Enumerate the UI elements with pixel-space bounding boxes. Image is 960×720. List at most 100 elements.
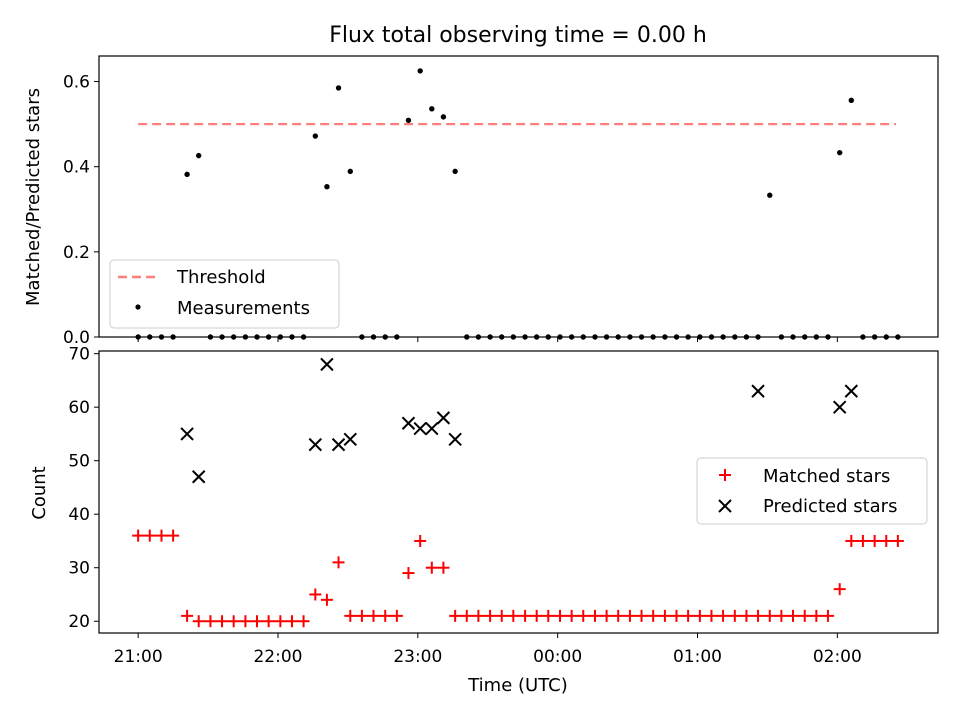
matched-star-point (390, 609, 403, 622)
matched-star-point (355, 609, 368, 622)
matched-star-point (320, 593, 333, 606)
legend-measurements-swatch (135, 304, 141, 310)
top-y-tick-label: 0.4 (63, 158, 90, 178)
bottom-x-axis-label: Time (UTC) (467, 675, 568, 696)
matched-star-point (344, 609, 357, 622)
predicted-star-point (401, 416, 416, 430)
predicted-star-point (308, 437, 323, 452)
legend-threshold-label: Threshold (176, 267, 266, 288)
matched-star-point (332, 556, 345, 569)
bottom-x-tick-label: 02:00 (813, 647, 862, 667)
legend-predicted-label: Predicted stars (763, 496, 897, 517)
bottom-legend-box (696, 457, 928, 525)
matched-star-point (204, 615, 217, 628)
matched-star-point (705, 609, 718, 622)
matched-star-point (798, 609, 811, 622)
matched-star-point (775, 609, 788, 622)
matched-star-point (810, 609, 823, 622)
predicted-star-point (343, 432, 357, 446)
bottom-y-tick-label: 70 (68, 345, 90, 365)
matched-star-point (402, 567, 415, 580)
matched-star-point (297, 615, 310, 628)
matched-star-point (740, 609, 753, 622)
legend-predicted-swatch (718, 499, 732, 513)
predicted-star-point (413, 421, 427, 436)
matched-star-point (682, 609, 695, 622)
matched-star-point (274, 615, 287, 628)
predicted-star-point (425, 421, 439, 436)
matched-star-point (192, 615, 205, 628)
matched-star-point (833, 583, 846, 596)
matched-star-point (472, 609, 485, 622)
predicted-star-point (320, 357, 334, 372)
matched-star-point (693, 609, 706, 622)
matched-star-point (414, 534, 427, 547)
matched-star-point (635, 609, 648, 622)
bottom-x-tick-label: 01:00 (673, 647, 722, 667)
predicted-star-point (191, 470, 206, 484)
predicted-star-point (751, 384, 765, 398)
matched-star-point (670, 609, 683, 622)
top-axes-frame (98, 55, 939, 338)
matched-star-point (239, 615, 252, 628)
bottom-y-tick-label: 30 (68, 559, 90, 579)
bottom-y-tick-label: 60 (68, 398, 90, 418)
matched-star-point (845, 534, 858, 547)
matched-star-point (425, 561, 438, 574)
matched-star-point (460, 609, 473, 622)
matched-star-point (519, 609, 532, 622)
top-y-tick-label: 0.2 (63, 243, 90, 263)
matched-star-point (612, 609, 625, 622)
matched-star-point (600, 609, 613, 622)
matched-star-point (786, 609, 799, 622)
legend-measurements-label: Measurements (177, 298, 310, 319)
bottom-y-tick-label: 50 (68, 452, 90, 472)
predicted-star-point (448, 432, 462, 446)
bottom-x-tick-label: 22:00 (253, 647, 302, 667)
predicted-star-point (180, 427, 194, 441)
measurement-point (324, 184, 330, 190)
matched-star-point (647, 609, 660, 622)
measurement-point (429, 106, 435, 112)
bottom-x-tick-label: 00:00 (533, 647, 582, 667)
legend-matched-label: Matched stars (763, 466, 890, 487)
predicted-star-point (844, 384, 859, 398)
matched-star-point (167, 529, 180, 542)
matched-star-point (821, 609, 834, 622)
matched-star-point (554, 609, 567, 622)
top-y-axis-label: Matched/Predicted stars (23, 88, 44, 306)
measurement-point (196, 152, 202, 159)
measurement-point (417, 68, 423, 74)
predicted-star-point (436, 411, 451, 425)
top-legend: Threshold Measurements (109, 259, 340, 329)
measurement-point (440, 114, 447, 120)
predicted-star-point (331, 437, 346, 452)
matched-star-point (868, 534, 881, 547)
top-y-tick-label: 0.6 (63, 73, 90, 93)
measurement-point (335, 85, 342, 91)
matched-star-point (437, 561, 450, 574)
measurement-point (347, 168, 353, 175)
matched-star-point (752, 609, 765, 622)
matched-star-point (623, 609, 636, 622)
matched-star-point (658, 609, 671, 622)
top-plot-area (135, 68, 901, 340)
matched-star-point (717, 609, 730, 622)
measurement-point (836, 149, 843, 156)
matched-star-point (484, 609, 497, 622)
matched-star-point (367, 609, 380, 622)
bottom-y-axis-label: Count (29, 466, 50, 519)
predicted-star-point (832, 400, 847, 414)
bottom-x-tick-label: 23:00 (393, 647, 442, 667)
measurement-point (405, 117, 412, 123)
bottom-y-tick-label: 40 (68, 505, 90, 525)
matched-star-point (891, 534, 904, 547)
matched-star-point (251, 615, 264, 628)
top-y-tick-label: 0.0 (63, 328, 90, 348)
matched-star-point (227, 615, 240, 628)
matched-star-point (588, 609, 601, 622)
matched-star-point (565, 609, 578, 622)
matched-star-point (449, 609, 462, 622)
matched-star-point (309, 588, 322, 601)
